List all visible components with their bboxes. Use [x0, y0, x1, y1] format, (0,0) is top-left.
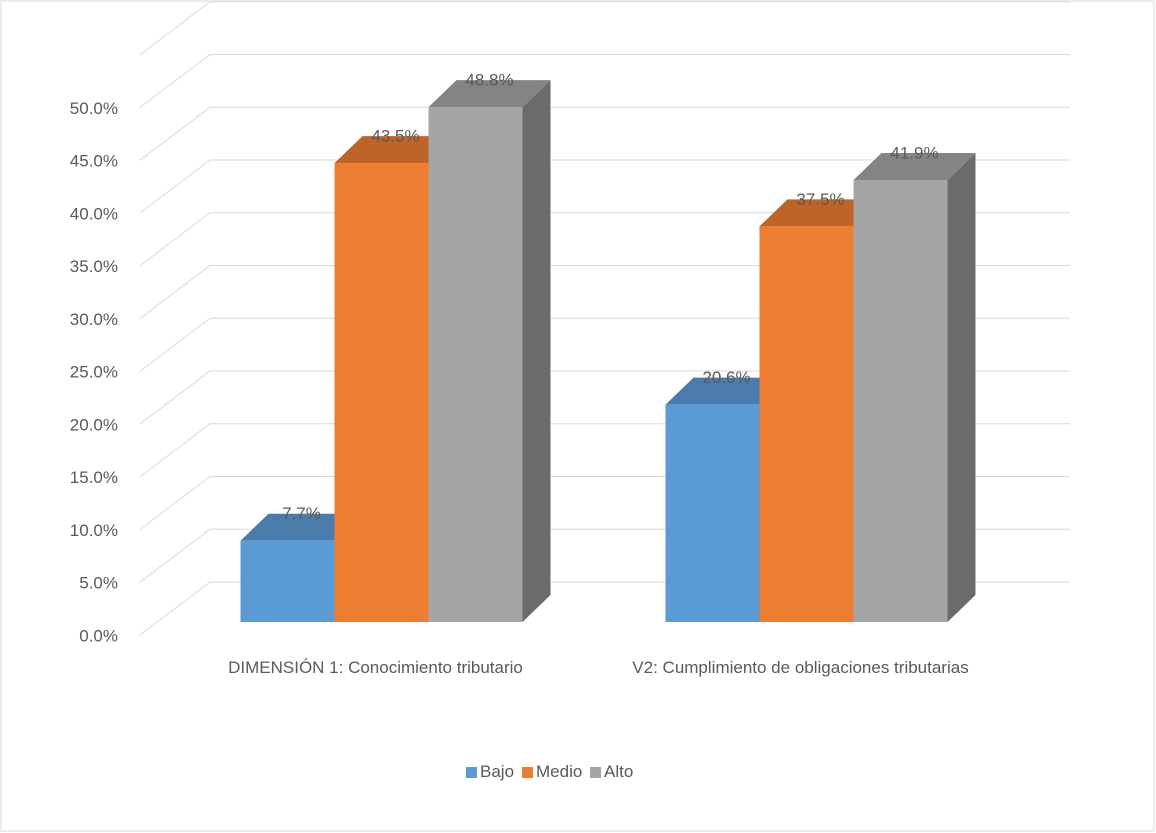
- y-tick-label: 5.0%: [79, 574, 118, 593]
- y-tick-label: 30.0%: [70, 310, 118, 329]
- bar-top: [334, 136, 457, 164]
- data-label: 20.6%: [702, 368, 750, 387]
- bar-front: [334, 163, 429, 622]
- legend-label: Medio: [536, 762, 583, 781]
- y-tick-label: 0.0%: [79, 626, 118, 645]
- bar-front: [853, 179, 948, 622]
- bar-front: [759, 226, 854, 622]
- legend-item: Medio: [522, 762, 582, 782]
- data-label: 37.5%: [796, 190, 844, 209]
- y-tick-label: 45.0%: [70, 152, 118, 171]
- legend-swatch: [466, 766, 477, 778]
- bar-front: [665, 404, 760, 622]
- legend-swatch: [522, 766, 533, 778]
- bar-top: [665, 377, 788, 405]
- legend-label: Alto: [604, 762, 634, 781]
- y-tick-label: 10.0%: [70, 521, 118, 540]
- legend-item: Bajo: [466, 762, 514, 782]
- data-label: 48.8%: [465, 71, 513, 90]
- bar-side: [947, 152, 976, 622]
- legend-item: Alto: [590, 762, 633, 782]
- bar-front: [428, 107, 523, 622]
- y-tick-label: 50.0%: [70, 99, 118, 118]
- grid-line: [139, 159, 1070, 214]
- grid-line: [139, 106, 1070, 161]
- x-tick-label: V2: Cumplimiento de obligaciones tributa…: [632, 658, 969, 677]
- bar: [334, 136, 457, 622]
- legend-swatch: [590, 766, 601, 778]
- bar-top: [428, 80, 551, 108]
- bar-top: [759, 199, 882, 227]
- y-tick-label: 25.0%: [70, 363, 118, 382]
- data-label: 7.7%: [282, 504, 321, 523]
- data-label: 43.5%: [371, 127, 419, 146]
- legend-label: Bajo: [480, 762, 515, 781]
- bar-side: [522, 80, 551, 622]
- y-tick-label: 20.0%: [70, 415, 118, 434]
- data-label: 41.9%: [890, 143, 938, 162]
- grid-line: [139, 54, 1070, 108]
- wall-edge: [139, 1, 1070, 56]
- bar-front: [240, 540, 335, 622]
- bar-top: [853, 152, 976, 180]
- x-tick-label: DIMENSIÓN 1: Conocimiento tributario: [228, 658, 523, 677]
- bar-top: [240, 513, 363, 541]
- bar: [853, 152, 976, 622]
- y-tick-label: 40.0%: [70, 204, 118, 223]
- y-tick-label: 15.0%: [70, 468, 118, 487]
- y-tick-label: 35.0%: [70, 257, 118, 276]
- bar: [428, 80, 551, 622]
